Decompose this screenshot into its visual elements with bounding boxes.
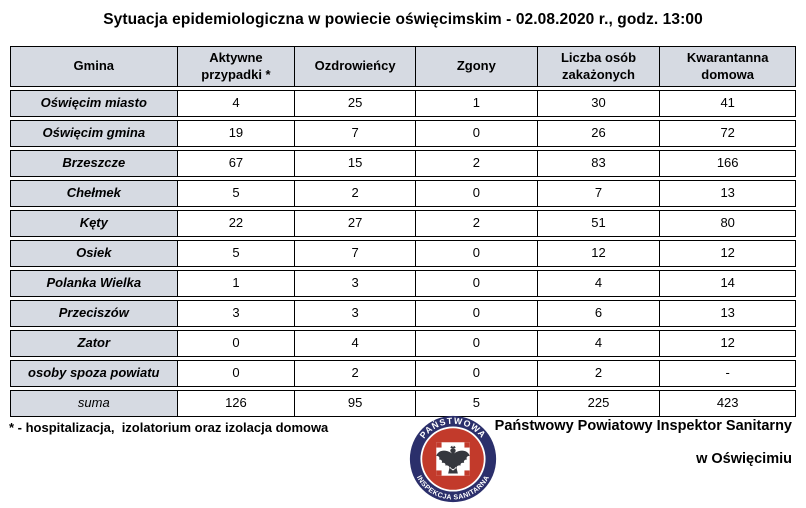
cell-value: 27 (295, 211, 416, 236)
row-label: Zator (11, 331, 178, 356)
cell-value: 3 (178, 301, 296, 326)
column-header-gmina: Gmina (11, 47, 178, 86)
column-header-ozdrowiency: Ozdrowieńcy (295, 47, 416, 86)
cell-value: 166 (716, 155, 739, 171)
column-header-zgony: Zgony (415, 47, 538, 86)
cell-value: 2 (416, 211, 538, 236)
epidemic-table: Gmina Aktywne przypadki * Ozdrowieńcy Zg… (10, 46, 796, 420)
cell-value: 126 (178, 391, 296, 416)
cell-value: 5 (178, 241, 296, 266)
table-row: Polanka Wielka 1 3 0 4 14 (10, 270, 796, 297)
cell-value: 80 (720, 215, 735, 231)
cell-value: 2 (295, 361, 416, 386)
row-label: osoby spoza powiatu (11, 361, 178, 386)
cell-value: 2 (295, 181, 416, 206)
cell-value: 15 (295, 151, 416, 176)
cell-value: 0 (416, 121, 538, 146)
eagle-icon (436, 445, 470, 474)
cell-value: 7 (538, 181, 661, 206)
cell-value: 0 (416, 241, 538, 266)
cell-value: 0 (178, 361, 296, 386)
table-row: Oświęcim gmina 19 7 0 26 72 (10, 120, 796, 147)
cell-value: 3 (295, 271, 416, 296)
sanitary-inspection-logo: PAŃSTWOWA INSPEKCJA SANITARNA (409, 415, 497, 503)
cell-value: 7 (295, 241, 416, 266)
cell-value: 13 (720, 185, 735, 201)
row-label: Oświęcim miasto (11, 91, 178, 116)
table-row: Kęty 22 27 2 51 80 (10, 210, 796, 237)
cell-value: 12 (538, 241, 661, 266)
cell-value: 67 (178, 151, 296, 176)
cell-value: 25 (295, 91, 416, 116)
cell-value: 2 (416, 151, 538, 176)
cell-value: 51 (538, 211, 661, 236)
column-header-aktywne: Aktywne przypadki * (177, 47, 296, 86)
cell-value: 95 (295, 391, 416, 416)
cell-value: 0 (416, 331, 538, 356)
cell-value: 0 (416, 181, 538, 206)
cell-value: 4 (538, 271, 661, 296)
cell-value: 1 (178, 271, 296, 296)
column-header-kwarantanna: Kwarantanna domowa (660, 47, 795, 86)
table-row: Osiek 5 7 0 12 12 (10, 240, 796, 267)
cell-value: 7 (295, 121, 416, 146)
cell-value: 26 (538, 121, 661, 146)
cell-value: 423 (716, 395, 739, 411)
signature-line2: w Oświęcimiu (696, 451, 792, 467)
footnote: * - hospitalizacja, izolatorium oraz izo… (9, 420, 329, 435)
row-label: Polanka Wielka (11, 271, 178, 296)
cell-value: 13 (720, 305, 735, 321)
signature-block: Państwowy Powiatowy Inspektor Sanitarny … (495, 418, 792, 467)
page-title: Sytuacja epidemiologiczna w powiecie ośw… (103, 11, 703, 28)
cell-value: 1 (416, 91, 538, 116)
row-label: suma (11, 391, 178, 416)
cell-value: 22 (178, 211, 296, 236)
cell-value: 83 (538, 151, 661, 176)
table-row: Oświęcim miasto 4 25 1 30 41 (10, 90, 796, 117)
cell-value: 72 (720, 125, 735, 141)
column-header-zakazeni: Liczba osób zakażonych (537, 47, 661, 86)
row-label: Oświęcim gmina (11, 121, 178, 146)
cell-value: 0 (416, 271, 538, 296)
cell-value: - (725, 365, 730, 381)
table-header-row: Gmina Aktywne przypadki * Ozdrowieńcy Zg… (10, 46, 796, 87)
table-row: Brzeszcze 67 15 2 83 166 (10, 150, 796, 177)
cell-value: 19 (178, 121, 296, 146)
table-row: Przeciszów 3 3 0 6 13 (10, 300, 796, 327)
signature-line1: Państwowy Powiatowy Inspektor Sanitarny (494, 418, 792, 434)
cell-value: 4 (295, 331, 416, 356)
row-label: Przeciszów (11, 301, 178, 326)
cell-value: 41 (720, 95, 735, 111)
row-label: Osiek (11, 241, 178, 266)
cell-value: 4 (178, 91, 296, 116)
cell-value: 0 (416, 361, 538, 386)
cell-value: 2 (538, 361, 661, 386)
cell-value: 30 (538, 91, 661, 116)
table-row-total: suma 126 95 5 225 423 (10, 390, 796, 417)
row-label: Chełmek (11, 181, 178, 206)
cell-value: 14 (720, 275, 735, 291)
cell-value: 5 (178, 181, 296, 206)
cell-value: 0 (416, 301, 538, 326)
cell-value: 0 (178, 331, 296, 356)
cell-value: 5 (416, 391, 538, 416)
cell-value: 4 (538, 331, 661, 356)
cell-value: 6 (538, 301, 661, 326)
table-row: Zator 0 4 0 4 12 (10, 330, 796, 357)
cell-value: 225 (538, 391, 661, 416)
cell-value: 3 (295, 301, 416, 326)
row-label: Brzeszcze (11, 151, 178, 176)
cell-value: 12 (720, 335, 735, 351)
cell-value: 12 (720, 245, 735, 261)
table-row: osoby spoza powiatu 0 2 0 2 - (10, 360, 796, 387)
footer: * - hospitalizacja, izolatorium oraz izo… (0, 406, 806, 504)
table-row: Chełmek 5 2 0 7 13 (10, 180, 796, 207)
row-label: Kęty (11, 211, 178, 236)
